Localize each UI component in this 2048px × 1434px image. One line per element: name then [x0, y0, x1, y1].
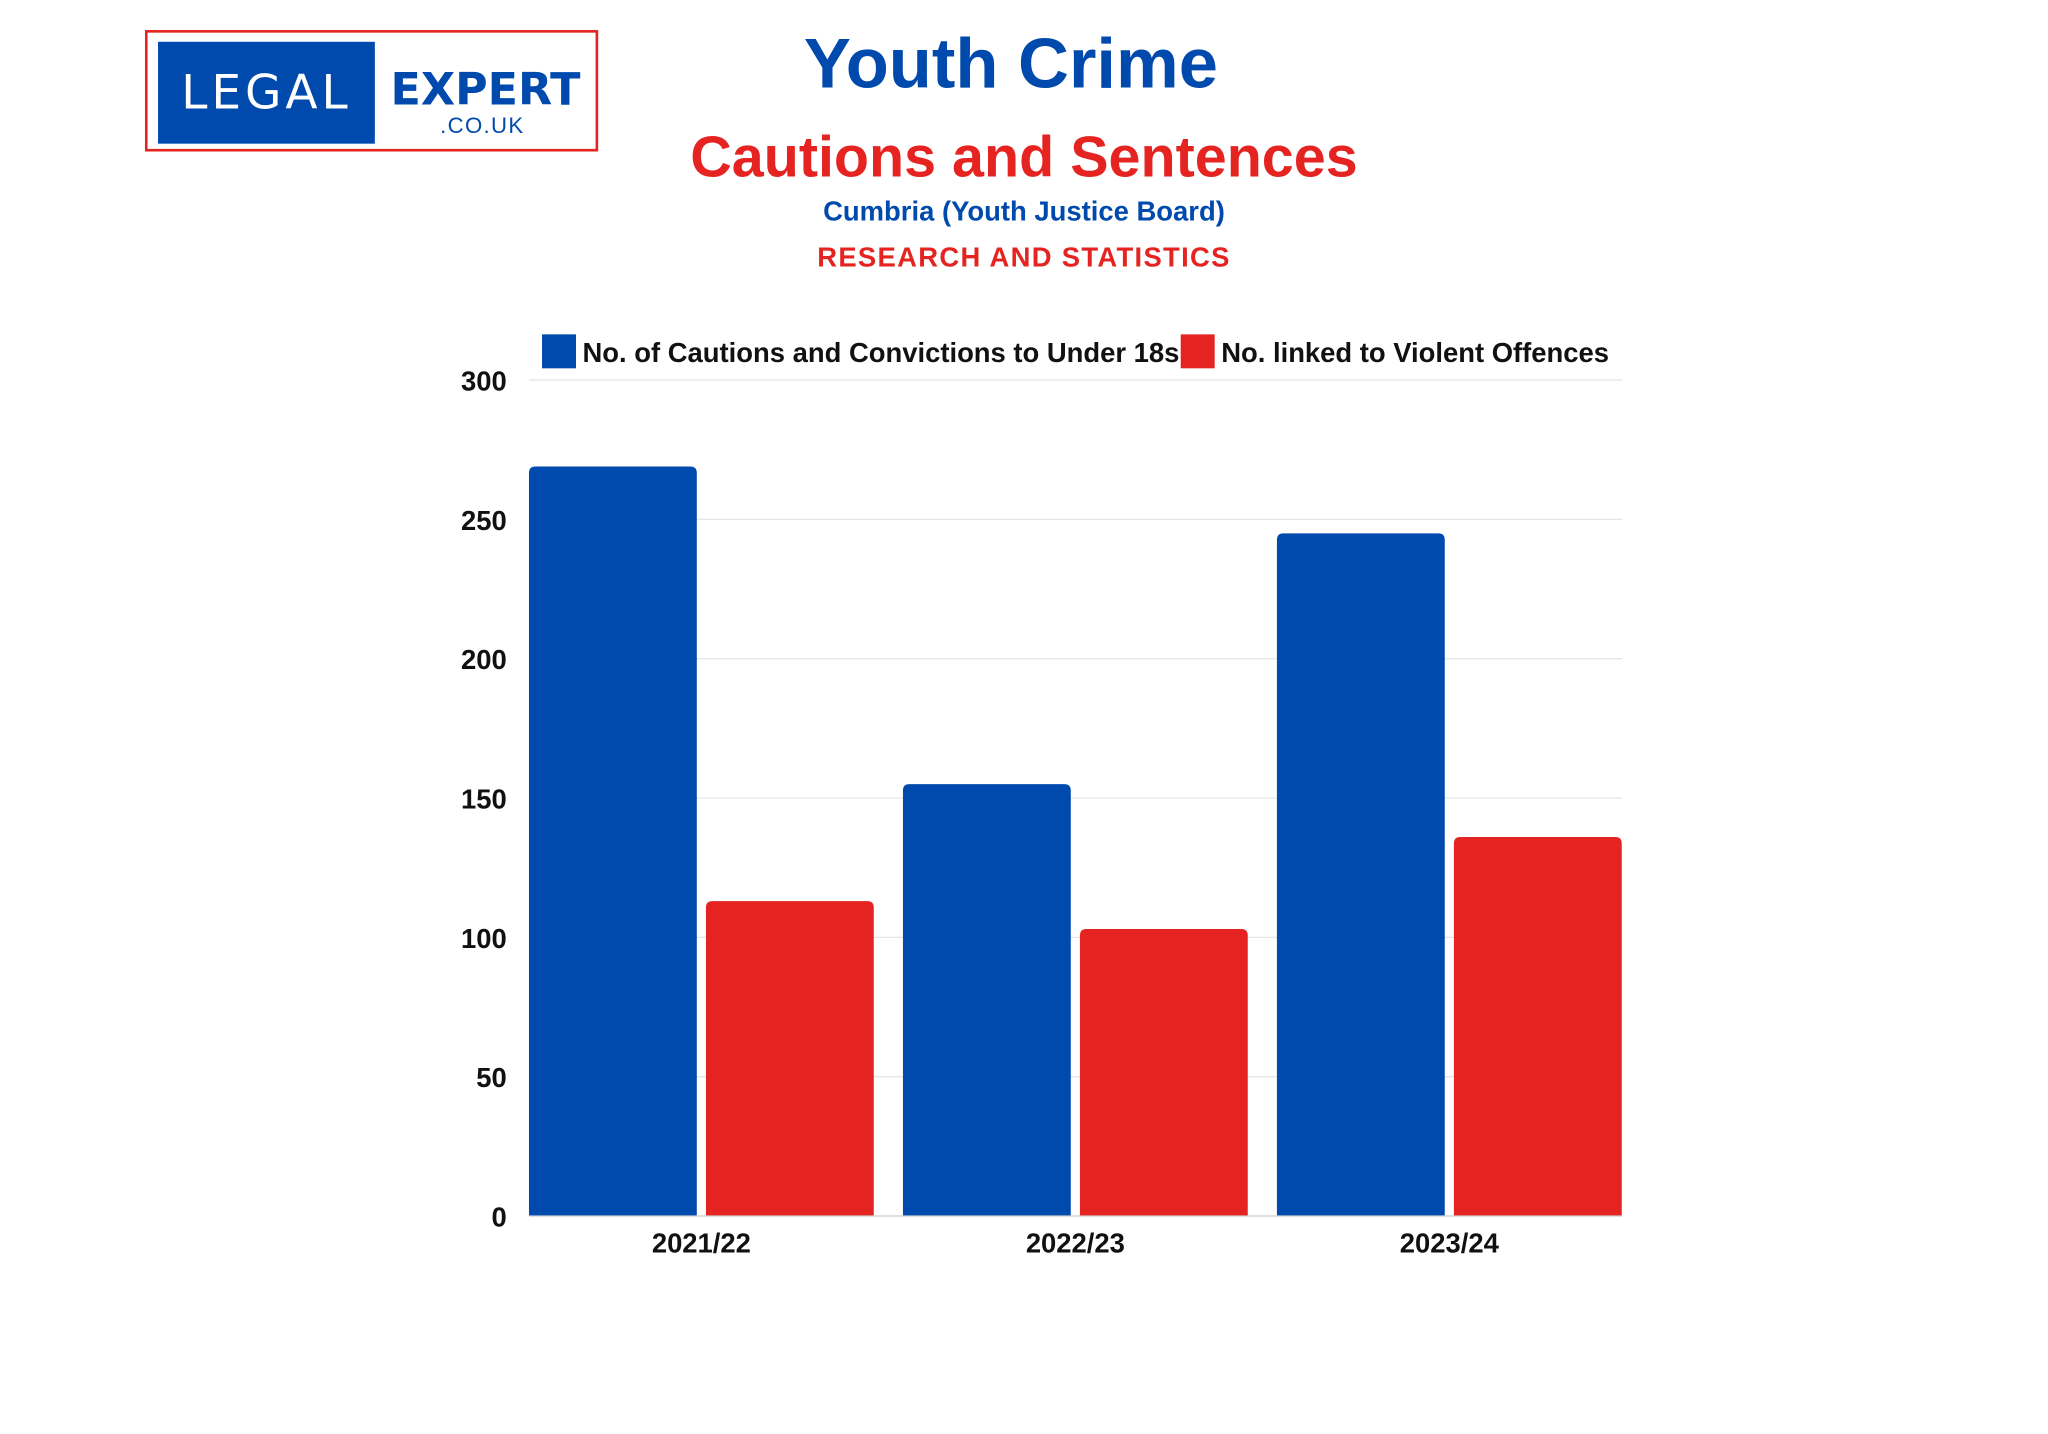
logo-word-expert: EXPERT [390, 63, 581, 117]
y-tick-label: 300 [461, 366, 507, 397]
logo-word-legal: LEGAL [158, 41, 375, 144]
legend-swatch [542, 334, 576, 369]
y-tick-label: 150 [461, 783, 507, 814]
y-tick-label: 100 [461, 923, 507, 954]
chart-tagline: RESEARCH AND STATISTICS [817, 242, 1231, 273]
y-tick-label: 50 [476, 1062, 506, 1093]
legal-expert-logo: LEGAL EXPERT .CO.UK [144, 30, 599, 152]
bar-cautions [528, 466, 697, 1216]
y-tick-label: 200 [461, 644, 507, 675]
bar-cautions [902, 784, 1071, 1216]
logo-domain: .CO.UK [440, 113, 525, 139]
x-tick-label: 2023/24 [1400, 1228, 1500, 1259]
legend-label: No. linked to Violent Offences [1221, 337, 1609, 368]
bar-violent [1079, 928, 1248, 1216]
bar-violent [1453, 837, 1622, 1216]
y-tick-label: 250 [461, 505, 507, 536]
bar-cautions [1276, 533, 1445, 1216]
legend-label: No. of Cautions and Convictions to Under… [583, 337, 1180, 368]
x-tick-label: 2021/22 [652, 1228, 751, 1259]
chart-source: Cumbria (Youth Justice Board) [823, 197, 1225, 228]
chart-title: Youth Crime [803, 24, 1218, 104]
y-tick-label: 0 [492, 1201, 507, 1232]
x-tick-label: 2022/23 [1026, 1228, 1125, 1259]
chart-subtitle: Cautions and Sentences [690, 125, 1358, 190]
legend-swatch [1180, 334, 1215, 369]
bar-violent [705, 901, 874, 1216]
